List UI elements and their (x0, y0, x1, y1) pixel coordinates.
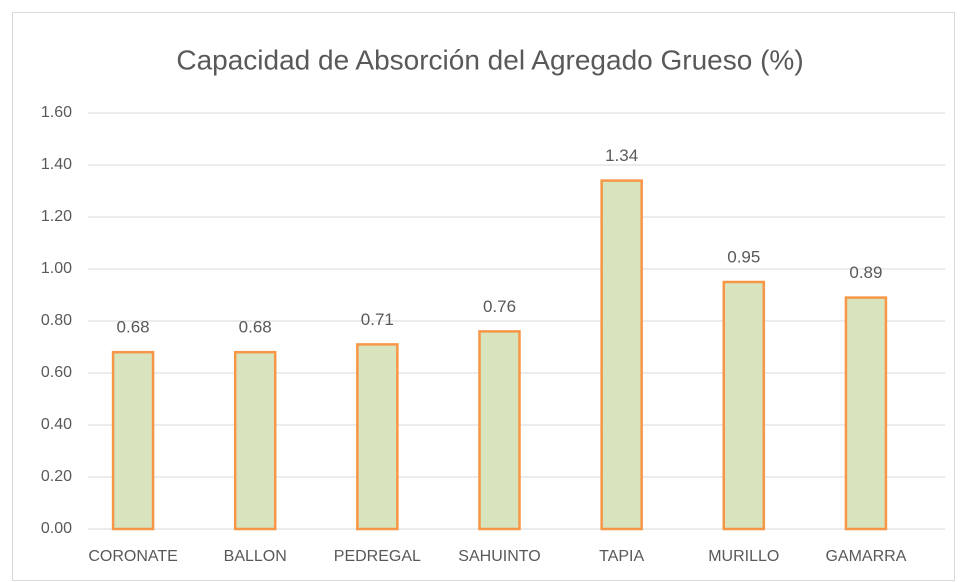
x-tick-label: GAMARRA (825, 548, 906, 565)
x-tick-label: PEDREGAL (334, 548, 421, 565)
y-tick-label: 1.40 (41, 156, 72, 173)
y-tick-label: 1.00 (41, 260, 72, 277)
bar (844, 296, 888, 531)
x-tick-label: SAHUINTO (458, 548, 540, 565)
data-label: 0.95 (727, 247, 760, 266)
bar (478, 330, 521, 531)
bar (600, 179, 643, 531)
y-tick-label: 1.60 (41, 104, 72, 121)
data-label: 0.89 (849, 263, 882, 282)
bar (356, 343, 399, 531)
bar (233, 350, 277, 531)
y-tick-label: 0.40 (41, 416, 72, 433)
bar (111, 350, 155, 531)
y-tick-label: 1.20 (41, 208, 72, 225)
y-tick-label: 0.00 (41, 520, 72, 537)
x-tick-label: CORONATE (88, 548, 177, 565)
y-tick-label: 0.60 (41, 364, 72, 381)
data-label: 0.71 (361, 310, 394, 329)
data-label: 0.68 (239, 318, 272, 337)
y-tick-label: 0.80 (41, 312, 72, 329)
y-tick-label: 0.20 (41, 468, 72, 485)
data-label: 0.68 (117, 318, 150, 337)
x-tick-label: TAPIA (599, 548, 644, 565)
data-label: 1.34 (605, 146, 638, 165)
data-label: 0.76 (483, 297, 516, 316)
chart-title: Capacidad de Absorción del Agregado Grue… (176, 44, 803, 75)
x-tick-label: MURILLO (708, 548, 779, 565)
x-tick-label: BALLON (224, 548, 287, 565)
bar (722, 280, 766, 531)
